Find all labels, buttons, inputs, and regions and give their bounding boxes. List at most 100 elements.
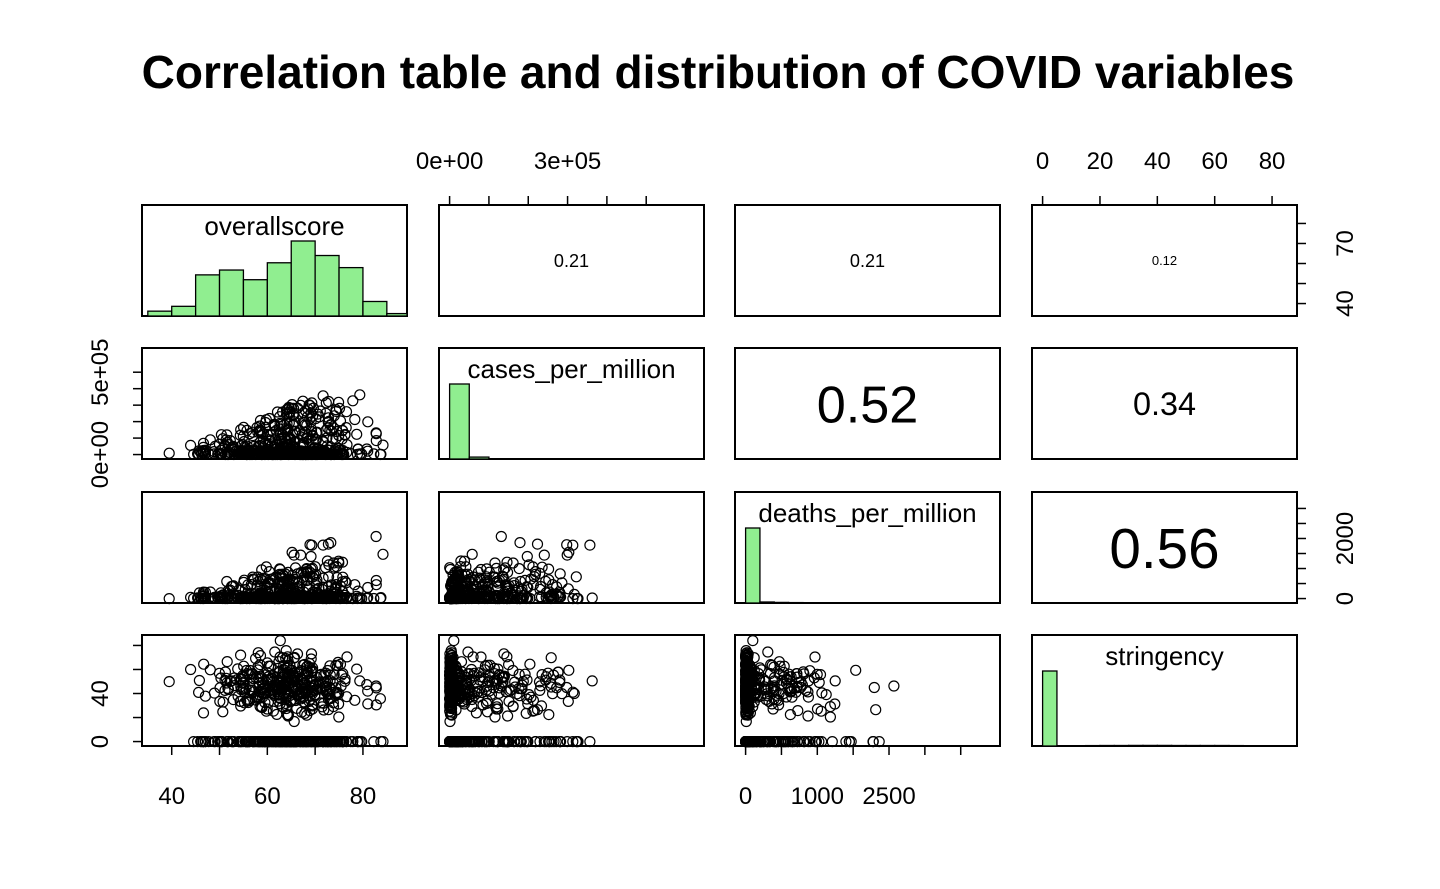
histogram-bar [314,254,340,317]
scatter-point [328,668,340,681]
scatter-point [802,691,815,703]
scatter-point [370,428,382,440]
scatter-point [227,693,239,706]
scatter-point [547,669,560,681]
scatter-point [272,430,284,442]
scatter-point [199,690,211,702]
scatter-point [527,561,539,573]
scatter-point [236,448,248,460]
histogram-bar [194,274,221,317]
scatter-point [536,561,548,573]
tick-label: 5e+05 [87,339,114,406]
scatter-point [536,668,548,681]
scatter-point [444,673,457,686]
scatter-point [199,447,211,459]
scatter-point [542,563,555,575]
scatter-point [754,662,766,674]
scatter-point [556,577,568,589]
scatter-point [241,695,253,707]
histogram-bar [468,456,490,460]
scatter-point [459,735,471,748]
scatter-point [802,686,814,698]
scatter-point [316,446,328,458]
scatter-point [301,562,313,575]
tick-label: 2000 [1332,512,1359,565]
scatter-point [197,441,209,453]
scatter-point [554,735,566,748]
scatter-point [254,420,266,432]
scatter-point [289,436,301,449]
scatter-point [740,700,752,713]
scatter-point [351,428,363,440]
scatter-point [249,694,261,706]
scatter-point [252,448,264,460]
scatter-point [370,682,382,694]
scatter-point [584,735,596,748]
scatter-point [545,677,557,689]
scatter-point [306,397,318,409]
scatter-point [265,592,277,604]
scatter-point [498,648,510,660]
scatter-point [288,549,300,561]
tick-label: 80 [1259,148,1286,175]
scatter-point [514,735,527,748]
scatter-point [279,448,291,460]
scatter-point [802,710,814,722]
tick-label: 0e+00 [87,421,114,488]
histogram-bar [171,305,197,317]
scatter-point [349,413,361,426]
scatter-point [307,662,319,674]
scatter-point [288,652,300,664]
tick-label: 20 [1087,148,1114,175]
scatter-point [313,411,325,423]
scatter-point [254,414,267,427]
scatter-point [545,681,557,693]
scatter-point [328,561,340,573]
scatter-point [374,592,386,604]
scatter-point [163,592,175,605]
scatter-point [490,675,502,687]
scatter-point [221,429,233,441]
scatter-point [325,536,337,549]
scatter-point [269,646,281,658]
histogram-bar [1199,744,1216,747]
scatter-point [776,674,788,686]
scatter-point [352,585,364,597]
scatter-point [759,675,772,688]
scatter-point [529,735,542,748]
scatter-point [252,575,264,588]
correlation-label: 0.21 [850,251,885,271]
scatter-point [240,592,253,605]
scatter-point [481,695,493,707]
scatter-point [370,699,382,711]
scatter-point [811,668,823,680]
scatter-point [511,735,524,748]
scatter-point [351,592,363,605]
scatter-point [314,405,326,417]
scatter-point [444,679,456,691]
scatter-point [272,592,284,604]
scatter-point [362,698,374,710]
scatter-point [274,634,286,647]
scatter-point [197,707,210,719]
scatter-point [740,685,752,698]
scatter-point [333,402,346,414]
scatter-point [237,683,249,695]
scatter-point [511,590,524,602]
scatter-point [586,592,598,604]
scatter-point [219,666,231,678]
histogram-bar [1214,744,1230,747]
scatter-point [768,675,781,687]
scatter-point [204,434,216,446]
scatter-point [545,652,557,664]
scatter-point [777,688,789,700]
panels-group: overallscore 0.21 0.21 0.12 cases_per_millio… [87,148,1359,810]
scatter-point [513,562,525,575]
scatter-point [515,682,527,695]
scatter-point [282,651,294,663]
scatter-point [531,538,544,550]
scatter-point [258,688,270,700]
scatter-point [324,687,336,700]
correlation-label: 0.52 [817,376,919,434]
scatter-point [472,685,485,698]
